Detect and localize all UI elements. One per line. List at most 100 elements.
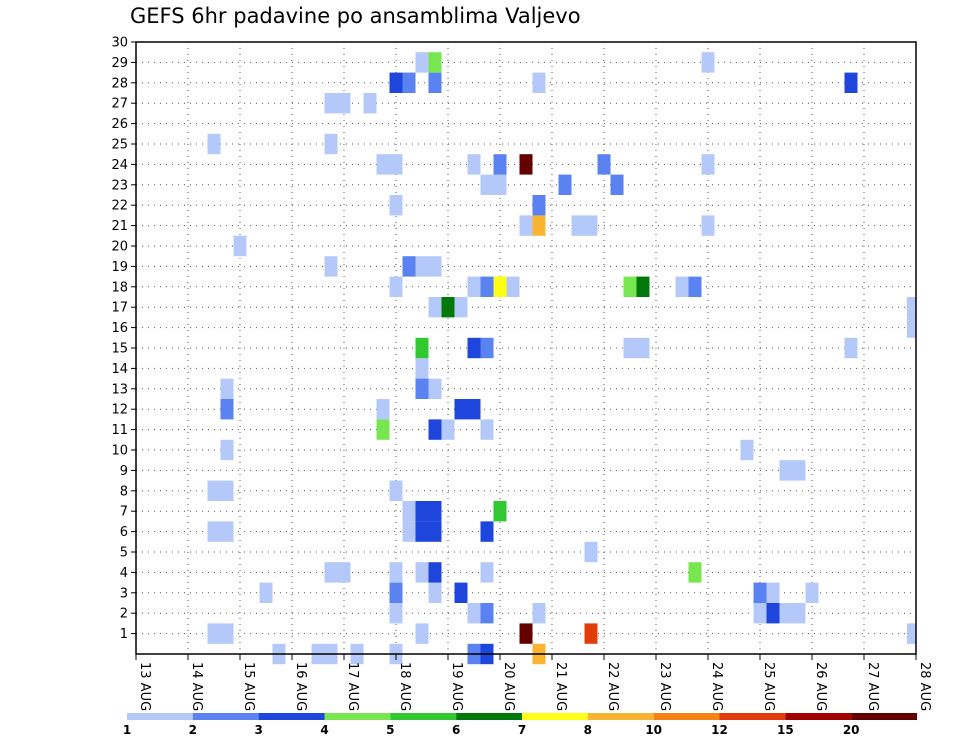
data-cell — [324, 133, 338, 155]
data-cell — [480, 603, 494, 624]
colorbar-swatch — [851, 713, 917, 720]
data-cell — [220, 480, 234, 501]
data-cell — [701, 215, 715, 236]
data-cell — [493, 174, 507, 195]
data-cell — [428, 419, 442, 440]
data-cell — [701, 154, 715, 175]
colorbar-label: 7 — [518, 723, 526, 737]
colorbar-label: 3 — [254, 723, 262, 737]
colorbar-label: 20 — [843, 723, 860, 737]
data-cell — [376, 419, 390, 440]
x-tick-label: 27 AUG — [865, 662, 880, 711]
x-tick-label: 24 AUG — [709, 662, 724, 711]
data-cell — [259, 582, 273, 603]
data-cell — [376, 399, 390, 420]
y-tick-label: 6 — [120, 525, 128, 540]
data-cell — [220, 378, 234, 399]
data-cell — [558, 174, 572, 195]
data-cell — [519, 215, 533, 236]
data-cell — [428, 562, 442, 583]
colorbar-label: 1 — [123, 723, 131, 737]
data-cell — [389, 603, 403, 624]
data-cell — [454, 582, 468, 603]
data-cell — [376, 154, 390, 175]
x-tick-label: 16 AUG — [293, 662, 308, 711]
data-cell — [428, 256, 442, 277]
data-cell — [441, 297, 455, 318]
x-tick-label: 18 AUG — [397, 662, 412, 711]
data-cell — [428, 297, 442, 318]
data-cell — [493, 501, 507, 522]
data-cell — [389, 480, 403, 501]
data-cell — [844, 337, 858, 359]
colorbar-swatch — [456, 713, 522, 720]
x-tick-label: 28 AUG — [917, 662, 932, 711]
data-cell — [415, 501, 429, 522]
data-cell — [467, 399, 481, 420]
y-tick-label: 30 — [111, 36, 128, 51]
data-cell — [753, 582, 767, 603]
data-cell — [454, 297, 468, 318]
y-tick-label: 13 — [111, 382, 128, 397]
y-tick-label: 24 — [111, 158, 128, 173]
data-cell — [389, 562, 403, 583]
data-cell — [532, 215, 546, 236]
colorbar-label: 12 — [711, 723, 728, 737]
data-cell — [207, 623, 221, 644]
data-cell — [428, 501, 442, 522]
x-tick-label: 23 AUG — [657, 662, 672, 711]
data-cell — [467, 603, 481, 624]
colorbar-label: 8 — [584, 723, 592, 737]
data-cell — [415, 358, 429, 379]
colorbar-swatch — [324, 713, 391, 720]
x-tick-label: 13 AUG — [137, 662, 152, 711]
colorbar-swatch — [719, 713, 786, 720]
data-cell — [623, 276, 637, 297]
data-cell — [701, 52, 715, 73]
data-cell — [532, 603, 546, 624]
data-cell — [493, 276, 507, 297]
data-cell — [441, 419, 455, 440]
data-cell — [532, 72, 546, 93]
data-cell — [467, 337, 481, 359]
data-cell — [363, 93, 377, 114]
chart-title: GEFS 6hr padavine po ansamblima Valjevo — [130, 4, 581, 28]
data-cell — [402, 256, 416, 277]
data-cell — [389, 72, 403, 93]
y-tick-label: 17 — [111, 301, 128, 316]
x-tick-label: 20 AUG — [501, 662, 516, 711]
data-cell — [402, 521, 416, 542]
colorbar-swatch — [785, 713, 852, 720]
data-cell — [467, 276, 481, 297]
y-tick-label: 7 — [120, 505, 128, 520]
colorbar: 1 2 3 4 5 6 7 8 10 12 15 20 — [123, 713, 917, 737]
data-cell — [766, 582, 780, 603]
data-cell — [415, 337, 429, 359]
y-tick-label: 5 — [120, 546, 128, 561]
y-tick-label: 14 — [111, 362, 128, 377]
x-axis: 13 AUG 14 AUG 15 AUG 16 AUG 17 AUG 18 AUG 19 A… — [135, 654, 932, 711]
y-tick-label: 1 — [120, 627, 128, 642]
grid-lines — [136, 42, 916, 654]
data-cell — [428, 521, 442, 542]
data-cell — [389, 582, 403, 603]
data-cell — [480, 174, 494, 195]
data-cell — [389, 195, 403, 216]
data-cell — [324, 93, 338, 114]
data-cell — [675, 276, 689, 297]
y-tick-label: 16 — [111, 321, 128, 336]
data-cell — [454, 399, 468, 420]
colorbar-swatch — [192, 713, 259, 720]
data-cell — [415, 52, 429, 73]
data-cell — [207, 480, 221, 501]
x-tick-label: 25 AUG — [761, 662, 776, 711]
y-tick-label: 26 — [111, 117, 128, 132]
data-cell — [688, 562, 702, 583]
data-cell — [519, 154, 533, 175]
y-tick-label: 20 — [111, 240, 128, 255]
data-cell — [233, 235, 247, 257]
data-cell — [584, 541, 598, 563]
y-tick-label: 23 — [111, 178, 128, 193]
x-tick-label: 15 AUG — [241, 662, 256, 711]
colorbar-swatch — [522, 713, 588, 720]
